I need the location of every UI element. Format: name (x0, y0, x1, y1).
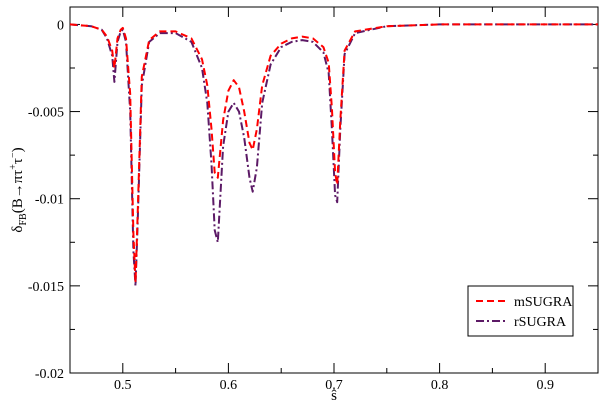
x-tick-label: 0.6 (220, 378, 238, 393)
y-axis-label-tau: τ (10, 158, 26, 164)
legend: mSUGRA rSUGRA (467, 285, 574, 337)
y-tick-label: -0.02 (35, 367, 64, 382)
y-tick-label: -0.005 (28, 106, 64, 121)
legend-label-rsugra: rSUGRA (514, 315, 567, 330)
y-axis-label-sub: FB (18, 213, 29, 226)
y-tick-label: -0.01 (35, 193, 64, 208)
y-axis-label-minus: − (8, 152, 19, 158)
series-line-msugra (69, 23, 598, 284)
y-axis-label: δFB(B→πτ+τ−) (8, 147, 29, 232)
y-axis-label-delta: δ (10, 226, 26, 233)
x-tick-label: 0.8 (431, 378, 449, 393)
y-tick-label: 0 (57, 18, 64, 33)
y-axis-label-close: ) (10, 147, 26, 152)
legend-label-msugra: mSUGRA (514, 295, 573, 310)
legend-box (467, 285, 574, 337)
x-tick-label: 0.5 (114, 378, 132, 393)
y-tick-label: -0.015 (28, 280, 64, 295)
x-tick-label: 0.7 (325, 378, 343, 393)
y-axis-label-plus: + (8, 164, 19, 170)
x-axis-label: ŝ (331, 388, 337, 404)
axis-ticks: 0.5 0.6 0.7 0.8 0.9 0 -0.005 -0.01 -0.015 -0.02 (28, 7, 599, 393)
series-group (69, 23, 598, 287)
x-tick-label: 0.9 (536, 378, 554, 393)
y-axis-label-mid: (B→πτ (10, 170, 26, 214)
